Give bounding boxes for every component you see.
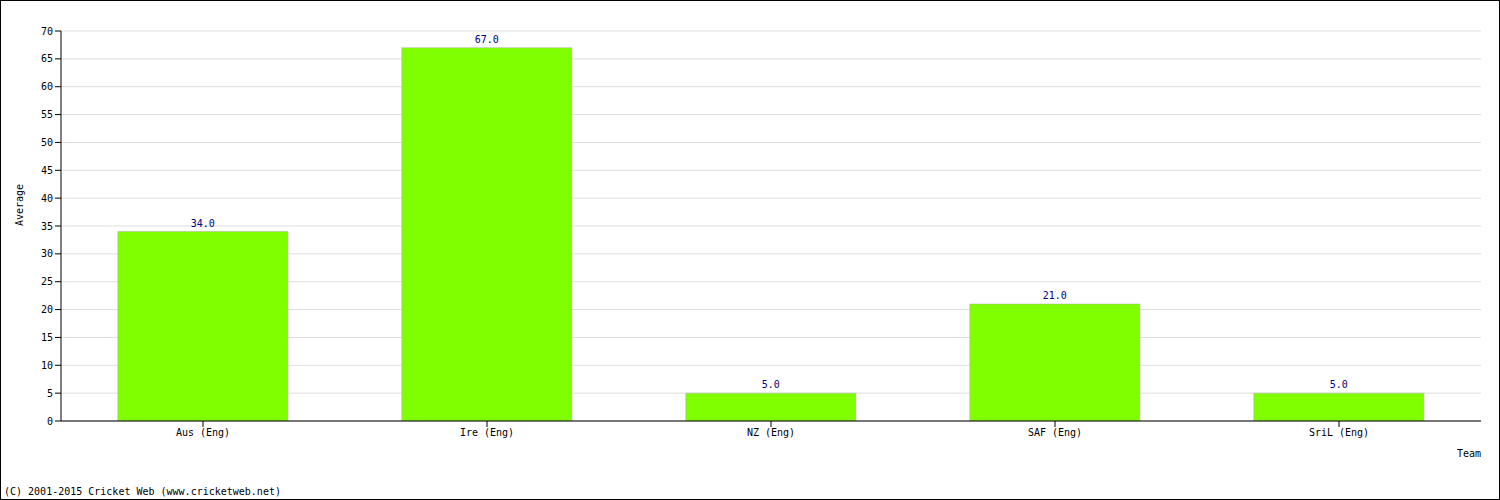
svg-text:SAF (Eng): SAF (Eng) — [1028, 427, 1082, 438]
svg-text:SriL (Eng): SriL (Eng) — [1309, 427, 1369, 438]
svg-text:40: 40 — [41, 193, 53, 204]
html-text:(C) 2001-2015 Cricket Web (www: (C) 2001-2015 Cricket Web (www.cricketwe… — [4, 486, 281, 497]
svg-text:67.0: 67.0 — [475, 34, 499, 45]
svg-text:34.0: 34.0 — [191, 218, 215, 229]
svg-text:60: 60 — [41, 81, 53, 92]
svg-text:65: 65 — [41, 53, 53, 64]
svg-text:5.0: 5.0 — [1330, 379, 1348, 390]
svg-text:25: 25 — [41, 276, 53, 287]
svg-text:Aus (Eng): Aus (Eng) — [176, 427, 230, 438]
svg-text:Team: Team — [1457, 448, 1481, 459]
svg-text:20: 20 — [41, 304, 53, 315]
svg-text:0: 0 — [47, 416, 53, 427]
svg-text:10: 10 — [41, 360, 53, 371]
svg-text:55: 55 — [41, 109, 53, 120]
svg-text:15: 15 — [41, 332, 53, 343]
svg-text:35: 35 — [41, 221, 53, 232]
svg-text:NZ (Eng): NZ (Eng) — [747, 427, 795, 438]
svg-text:50: 50 — [41, 137, 53, 148]
svg-text:21.0: 21.0 — [1043, 290, 1067, 301]
svg-text:5: 5 — [47, 388, 53, 399]
svg-text:Ire (Eng): Ire (Eng) — [460, 427, 514, 438]
svg-text:5.0: 5.0 — [762, 379, 780, 390]
svg-text:70: 70 — [41, 26, 53, 37]
svg-text:45: 45 — [41, 165, 53, 176]
svg-text:30: 30 — [41, 248, 53, 259]
svg-text:Average: Average — [14, 184, 25, 226]
